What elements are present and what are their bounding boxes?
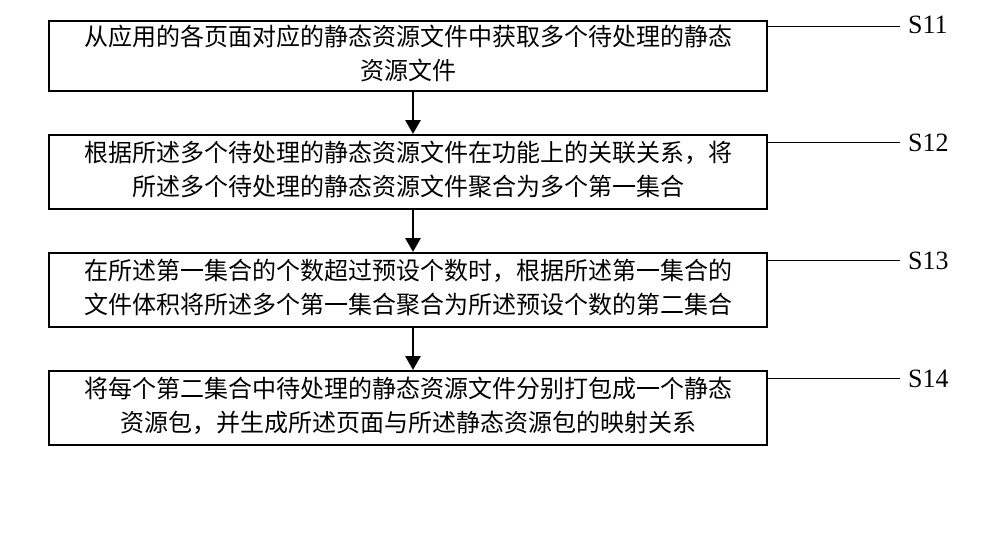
arrow-down-icon: [405, 92, 421, 134]
step-row-s12: 根据所述多个待处理的静态资源文件在功能上的关联关系，将 所述多个待处理的静态资源…: [0, 134, 1000, 210]
step-label-s12: S12: [908, 128, 948, 158]
arrow-shaft: [412, 210, 414, 238]
arrow-head-icon: [405, 356, 421, 370]
arrow-shaft: [412, 92, 414, 120]
step-label-s13: S13: [908, 246, 948, 276]
step-row-s14: 将每个第二集合中待处理的静态资源文件分别打包成一个静态 资源包，并生成所述页面与…: [0, 370, 1000, 446]
step-label-s14: S14: [908, 364, 948, 394]
step-row-s13: 在所述第一集合的个数超过预设个数时，根据所述第一集合的 文件体积将所述多个第一集…: [0, 252, 1000, 328]
arrow-down-icon: [405, 328, 421, 370]
step-text: 根据所述多个待处理的静态资源文件在功能上的关联关系，将 所述多个待处理的静态资源…: [84, 138, 732, 205]
step-text: 从应用的各页面对应的静态资源文件中获取多个待处理的静态 资源文件: [84, 22, 732, 89]
connector-line: [768, 142, 900, 143]
arrow-head-icon: [405, 238, 421, 252]
arrow-shaft: [412, 328, 414, 356]
step-box-s14: 将每个第二集合中待处理的静态资源文件分别打包成一个静态 资源包，并生成所述页面与…: [48, 370, 768, 446]
arrow-head-icon: [405, 120, 421, 134]
connector-line: [768, 378, 900, 379]
step-box-s13: 在所述第一集合的个数超过预设个数时，根据所述第一集合的 文件体积将所述多个第一集…: [48, 252, 768, 328]
connector-line: [768, 26, 900, 27]
connector-line: [768, 260, 900, 261]
step-box-s12: 根据所述多个待处理的静态资源文件在功能上的关联关系，将 所述多个待处理的静态资源…: [48, 134, 768, 210]
step-box-s11: 从应用的各页面对应的静态资源文件中获取多个待处理的静态 资源文件: [48, 20, 768, 92]
step-row-s11: 从应用的各页面对应的静态资源文件中获取多个待处理的静态 资源文件S11: [0, 20, 1000, 92]
flowchart-container: 从应用的各页面对应的静态资源文件中获取多个待处理的静态 资源文件S11 根据所述多…: [0, 20, 1000, 446]
step-text: 在所述第一集合的个数超过预设个数时，根据所述第一集合的 文件体积将所述多个第一集…: [84, 256, 732, 323]
step-label-s11: S11: [908, 10, 948, 40]
arrow-down-icon: [405, 210, 421, 252]
step-text: 将每个第二集合中待处理的静态资源文件分别打包成一个静态 资源包，并生成所述页面与…: [84, 374, 732, 441]
